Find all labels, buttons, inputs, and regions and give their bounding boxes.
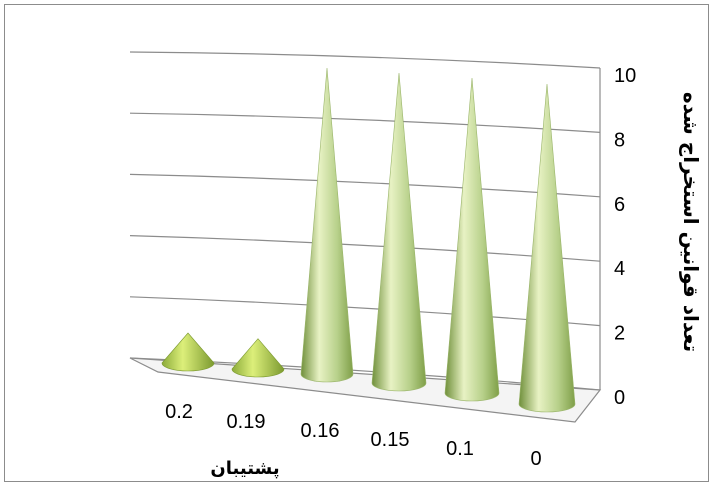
x-tick-label: 0.19 [227,411,266,433]
y-tick-label: 10 [614,65,636,87]
y-tick-label: 8 [614,129,625,151]
y-tick-label: 6 [614,194,625,216]
y-axis-title: تعداد قوانین استخراج شده [679,92,703,352]
x-tick-label: 0.16 [301,420,340,442]
x-tick-label: 0.15 [371,429,410,451]
cones [161,67,576,413]
cone-bar [518,83,576,413]
y-tick-label: 4 [614,258,625,280]
cone-bar [231,338,285,378]
cone-bar [371,72,427,392]
y-axis-ticks: 0 2 4 6 8 10 [614,65,636,409]
cone-bar [300,67,354,383]
gridline [129,51,601,69]
cone-bar [444,77,500,402]
x-tick-label: 0 [530,448,541,470]
chart-frame [4,4,709,482]
x-axis-ticks: 0.2 0.19 0.16 0.15 0.1 0 [165,401,541,470]
x-tick-label: 0.1 [446,438,474,460]
x-axis-title: پشتیبان [210,458,279,479]
y-tick-label: 2 [614,323,625,345]
gridline [129,173,601,198]
x-tick-label: 0.2 [165,401,193,423]
gridline [129,112,601,133]
y-tick-label: 0 [614,387,625,409]
cone-bar [161,332,215,372]
gridline [129,235,601,262]
